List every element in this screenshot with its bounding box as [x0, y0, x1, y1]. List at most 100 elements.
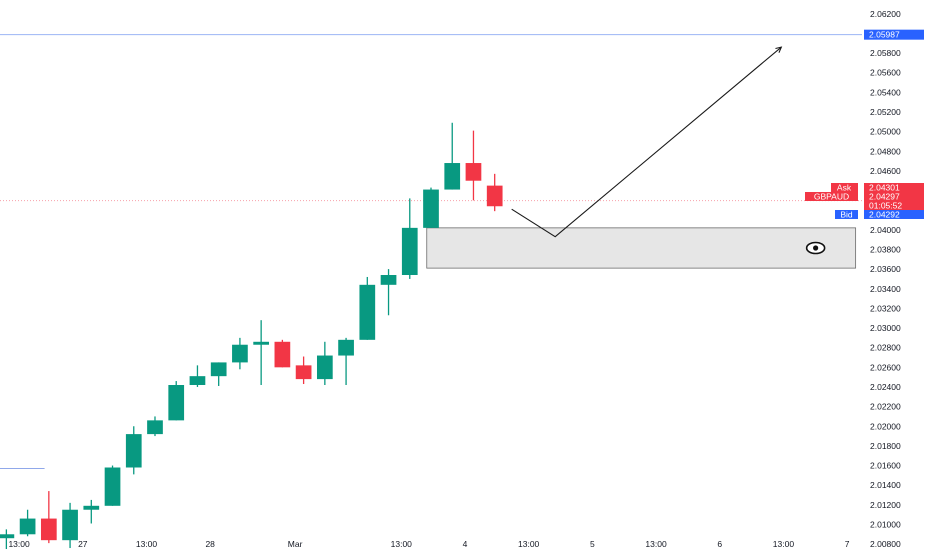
time-tick-label: 13:00: [518, 539, 540, 549]
candle-up: [104, 465, 121, 506]
price-tick-label: 2.06200: [870, 9, 901, 19]
time-tick-label: 27: [78, 539, 88, 549]
candle-down: [295, 356, 312, 385]
price-tick-label: 2.01200: [870, 500, 901, 510]
candle-body: [104, 467, 121, 506]
candle-up: [401, 198, 418, 279]
price-tick-label: 2.00800: [870, 539, 901, 549]
target-price-tag: [864, 29, 924, 40]
price-tick-label: 2.03200: [870, 303, 901, 313]
candle-body: [338, 339, 354, 356]
price-tick-label: 2.01400: [870, 480, 901, 490]
candle-up: [83, 499, 100, 524]
price-tick-label: 2.05200: [870, 107, 901, 117]
ask-price-tag: [864, 183, 924, 192]
candle-body: [62, 509, 78, 541]
time-tick-label: 6: [717, 539, 722, 549]
candle-body: [253, 341, 270, 345]
symbol-tag: [805, 192, 858, 201]
time-tick-label: 13:00: [773, 539, 795, 549]
eye-icon: [805, 241, 826, 255]
price-axis[interactable]: 2.062002.060002.058002.056002.054002.052…: [870, 9, 901, 549]
candle-up: [189, 365, 206, 387]
candle-up: [19, 509, 36, 537]
ask-label-text: Ask: [837, 183, 852, 193]
bid-label-tag: [835, 210, 858, 219]
price-tick-label: 2.05600: [870, 68, 901, 78]
price-tick-label: 2.01000: [870, 519, 901, 529]
projection-arrowhead: [775, 46, 783, 53]
price-tick-label: 2.01800: [870, 441, 901, 451]
time-tick-label: 13:00: [136, 539, 158, 549]
time-tick-label: 7: [845, 539, 850, 549]
eye-pupil: [813, 245, 819, 251]
price-tick-label: 2.02600: [870, 362, 901, 372]
time-tick-label: 13:00: [391, 539, 413, 549]
candle-body: [125, 434, 142, 468]
price-tick-label: 2.05800: [870, 48, 901, 58]
price-tick-label: 2.02000: [870, 421, 901, 431]
candle-up: [125, 426, 142, 475]
time-tick-label: 4: [463, 539, 468, 549]
candle-body: [380, 275, 397, 285]
bid-label-text: Bid: [840, 210, 853, 220]
candle-body: [210, 362, 227, 377]
candle-up: [423, 187, 439, 228]
candle-up: [444, 122, 461, 190]
bid-price-tag: [864, 210, 924, 219]
zone-layer: [426, 227, 857, 269]
price-tick-label: 2.02800: [870, 343, 901, 353]
line-layer: [0, 34, 862, 469]
candle-body: [401, 227, 418, 275]
candle-body: [486, 185, 503, 207]
candle-up: [253, 320, 270, 385]
price-tick-label: 2.03800: [870, 244, 901, 254]
price-tick-label: 2.03000: [870, 323, 901, 333]
candles-layer: [0, 122, 503, 550]
ask-price-text: 2.04301: [869, 183, 900, 193]
candle-body: [0, 534, 15, 539]
time-tick-label: 5: [590, 539, 595, 549]
price-tick-label: 2.02200: [870, 402, 901, 412]
candle-up: [62, 502, 78, 549]
candle-down: [486, 173, 503, 212]
candle-up: [359, 276, 376, 340]
candle-up: [232, 337, 248, 370]
time-axis[interactable]: 13:00 27 13:00 28 Mar 13:00 4 13:00 5 13:00 6 13:00…: [8, 539, 849, 549]
projection-path: [511, 46, 782, 238]
candle-up: [0, 529, 15, 550]
candle-up: [338, 337, 354, 385]
candle-body: [83, 505, 100, 510]
candle-up: [147, 416, 163, 437]
candle-body: [147, 420, 163, 435]
price-tick-label: 2.05000: [870, 127, 901, 137]
price-tick-label: 2.02400: [870, 382, 901, 392]
target-price-label: 2.05987: [869, 30, 900, 40]
candle-up: [168, 381, 185, 421]
last-price-tag: [864, 192, 924, 210]
price-tick-label: 2.04000: [870, 225, 901, 235]
candle-up: [380, 269, 397, 316]
candle-body: [359, 284, 376, 340]
candle-body: [295, 365, 312, 380]
price-tick-label: 2.05400: [870, 87, 901, 97]
candle-down: [40, 491, 57, 544]
candle-body: [316, 355, 333, 380]
candle-body: [465, 163, 482, 181]
candle-up: [316, 341, 333, 385]
bid-price-text: 2.04292: [869, 210, 900, 220]
time-tick-label: 13:00: [645, 539, 667, 549]
candle-up: [210, 362, 227, 386]
ask-label-tag: [831, 183, 858, 192]
supply-demand-zone: [426, 227, 857, 269]
candle-body: [168, 385, 185, 421]
price-tick-label: 2.04800: [870, 146, 901, 156]
candle-body: [274, 341, 291, 368]
price-tick-label: 2.04600: [870, 166, 901, 176]
price-tick-label: 2.03600: [870, 264, 901, 274]
time-tick-label: 28: [205, 539, 215, 549]
candle-body: [19, 518, 36, 535]
time-tick-label: Mar: [288, 539, 303, 549]
